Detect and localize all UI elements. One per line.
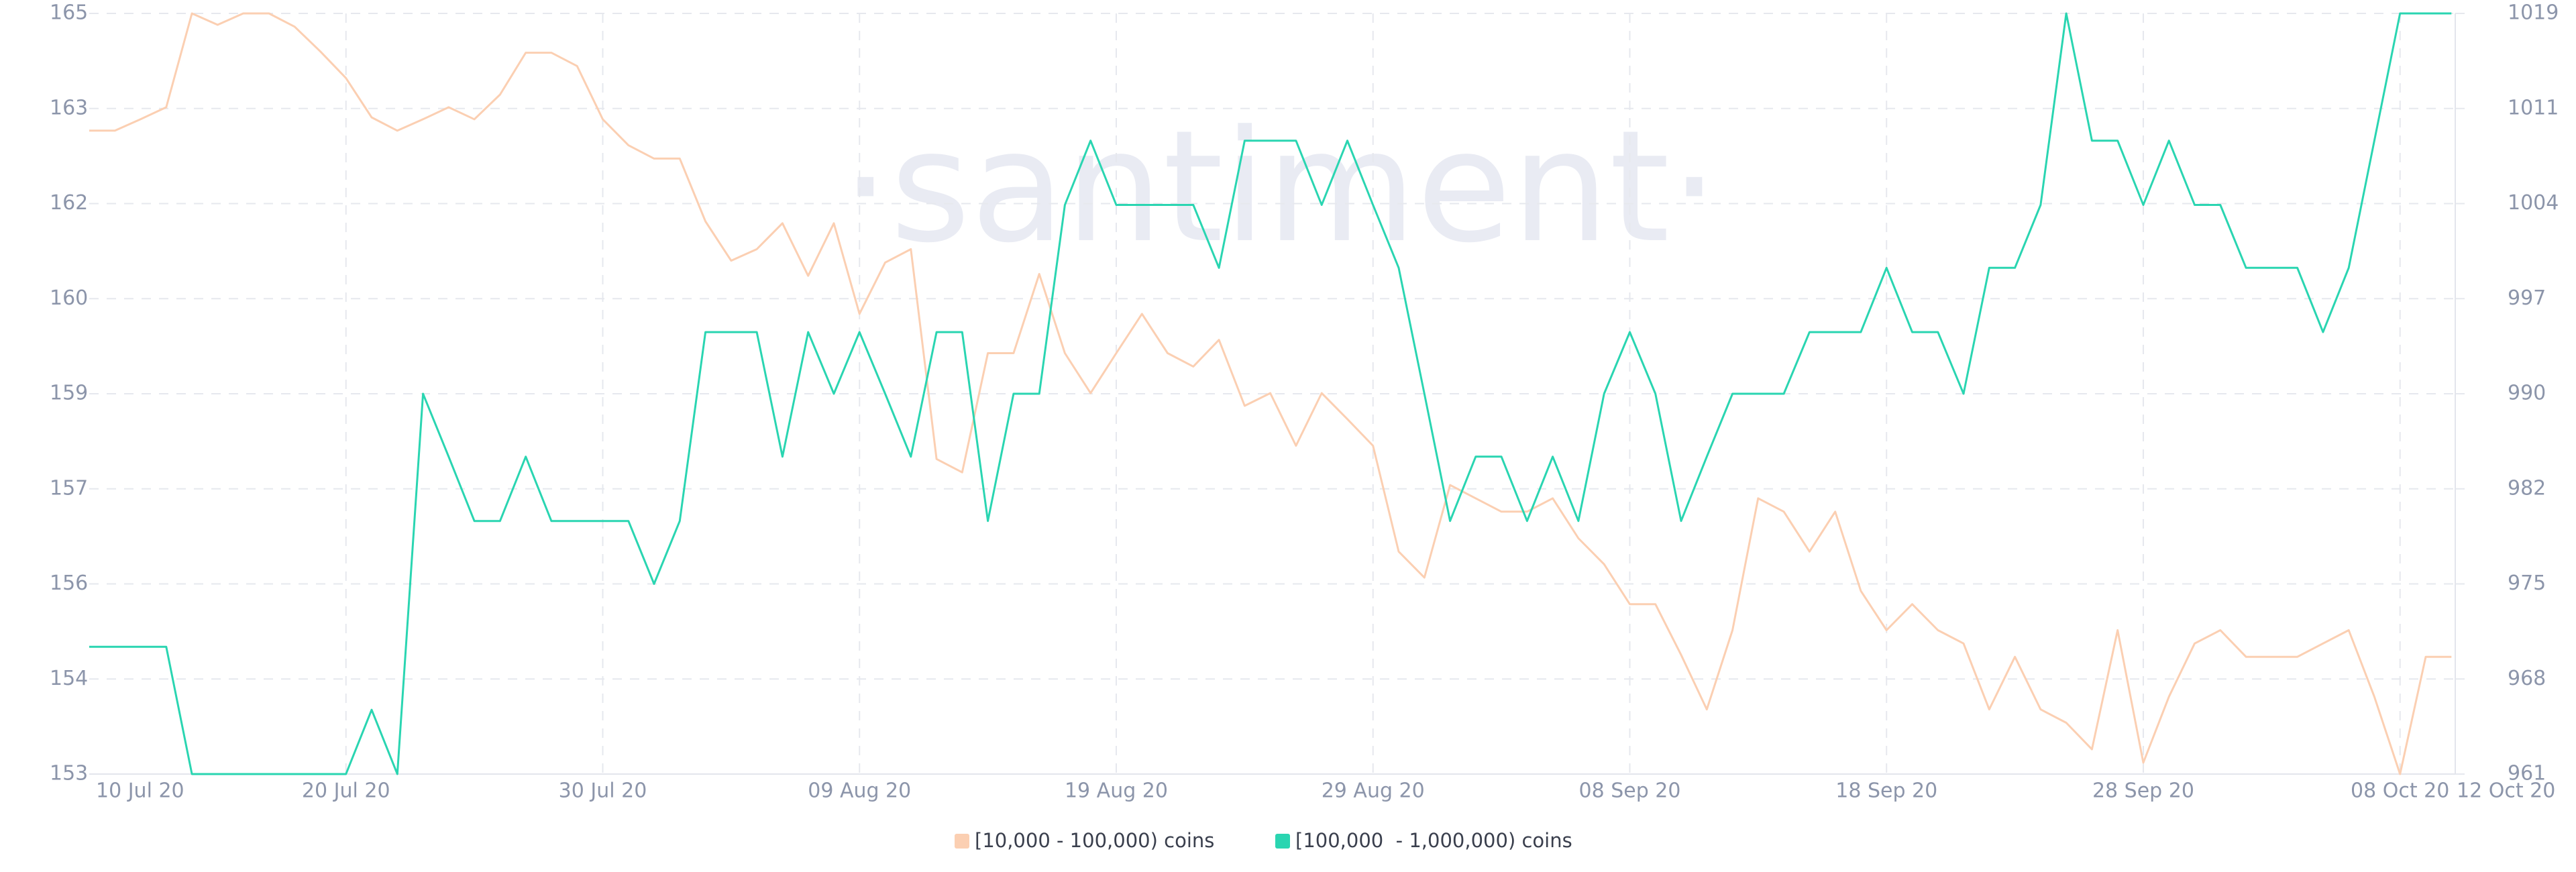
legend-label: [100,000 - 1,000,000) coins bbox=[1295, 829, 1572, 852]
legend-label: [10,000 - 100,000) coins bbox=[975, 829, 1214, 852]
series-line bbox=[89, 12, 2452, 775]
y-tick-label: 160 bbox=[50, 286, 88, 310]
y-tick-label: 165 bbox=[50, 1, 88, 25]
x-tick-label: 08 Sep 20 bbox=[1578, 779, 1680, 803]
y-tick-label: 156 bbox=[50, 571, 88, 595]
x-tick-label: 30 Jul 20 bbox=[559, 779, 647, 803]
y-tick-label: 163 bbox=[50, 96, 88, 119]
y2-tick-label: 1011 bbox=[2508, 96, 2559, 119]
y2-tick-label: 982 bbox=[2508, 476, 2546, 500]
y2-tick-label: 975 bbox=[2508, 571, 2546, 595]
x-tick-label: 09 Aug 20 bbox=[808, 779, 911, 803]
y2-tick-label: 997 bbox=[2508, 286, 2546, 310]
y2-tick-label: 1004 bbox=[2508, 191, 2559, 215]
watermark: ·santiment· bbox=[841, 98, 1719, 277]
y2-tick-label: 968 bbox=[2508, 667, 2546, 690]
x-tick-label: 12 Oct 20 bbox=[2457, 779, 2555, 803]
x-tick-label: 19 Aug 20 bbox=[1065, 779, 1168, 803]
y-tick-label: 159 bbox=[50, 382, 88, 405]
legend-swatch bbox=[955, 834, 969, 849]
y-tick-label: 157 bbox=[50, 476, 88, 500]
y-tick-label: 153 bbox=[50, 762, 88, 785]
x-tick-label: 08 Oct 20 bbox=[2351, 779, 2449, 803]
x-tick-label: 28 Sep 20 bbox=[2092, 779, 2194, 803]
y2-tick-label: 1019 bbox=[2508, 1, 2559, 25]
x-tick-label: 29 Aug 20 bbox=[1322, 779, 1425, 803]
y2-tick-label: 961 bbox=[2508, 762, 2546, 785]
y-tick-label: 162 bbox=[50, 191, 88, 215]
x-tick-label: 18 Sep 20 bbox=[1835, 779, 1937, 803]
x-tick-label: 10 Jul 20 bbox=[96, 779, 184, 803]
y-tick-label: 154 bbox=[50, 667, 88, 690]
legend-swatch bbox=[1275, 834, 1290, 849]
y2-tick-label: 990 bbox=[2508, 382, 2546, 405]
series-line bbox=[89, 12, 2452, 775]
x-tick-label: 20 Jul 20 bbox=[302, 779, 390, 803]
